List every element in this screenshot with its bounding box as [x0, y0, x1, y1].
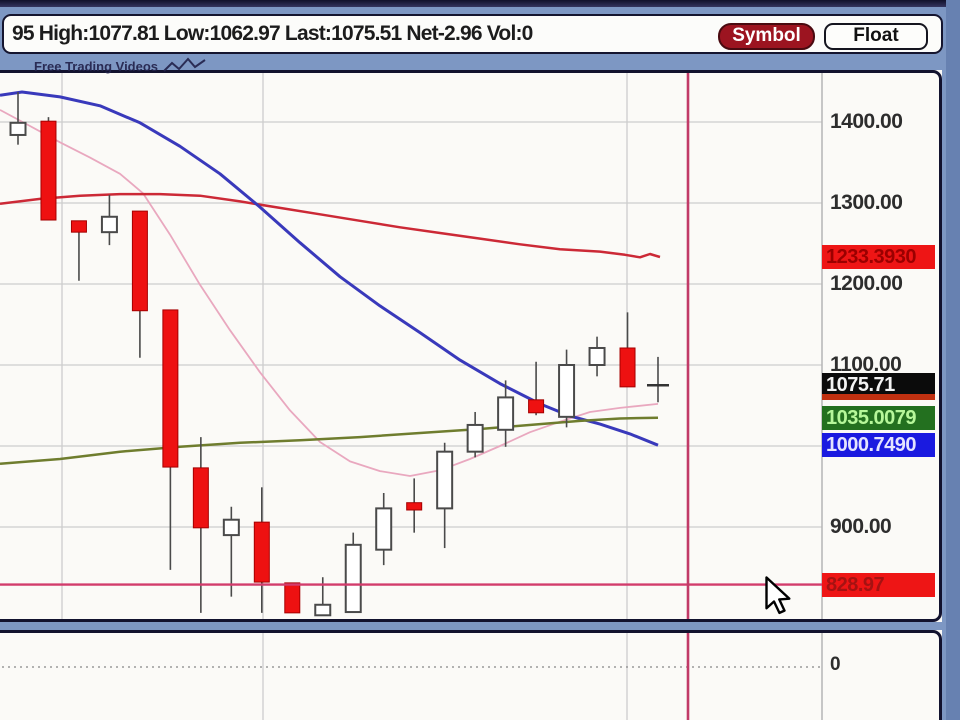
candlestick: [314, 603, 332, 617]
candlestick: [40, 120, 57, 221]
candlestick: [131, 210, 148, 312]
candlestick: [436, 450, 454, 510]
candlestick: [70, 220, 87, 233]
candlestick: [619, 347, 636, 388]
watermark-zigzag-icon: [163, 57, 206, 72]
candlestick: [588, 346, 606, 366]
watermark: Free Trading Videos: [34, 56, 208, 76]
ma-pink-line: [0, 109, 659, 477]
price-tick-label: 1200.00: [830, 272, 903, 295]
price-badge: 1000.7490: [822, 433, 935, 458]
bottom-panel-svg[interactable]: [0, 630, 942, 720]
candlestick: [497, 396, 515, 431]
candlestick: [100, 215, 118, 234]
price-tick-label: 1400.00: [830, 110, 903, 133]
candlestick: [222, 518, 240, 537]
ma-red-line: [0, 192, 661, 259]
price-badge: 1035.0079: [822, 405, 935, 430]
candlestick: [375, 507, 393, 551]
symbol-button[interactable]: Symbol: [718, 23, 815, 50]
candlestick: [9, 121, 27, 136]
right-edge-shade: [946, 0, 960, 720]
mouse-cursor-icon: [765, 576, 791, 615]
bottom-panel: 0: [0, 630, 942, 720]
candlestick: [406, 502, 423, 511]
price-tick-label: 1300.00: [830, 191, 903, 214]
watermark-text: Free Trading Videos: [34, 58, 159, 74]
volume-zero-label: 0: [830, 654, 841, 675]
quote-text: 95 High:1077.81 Low:1062.97 Last:1075.51…: [12, 22, 533, 45]
chart-svg[interactable]: [0, 70, 942, 622]
candlestick: [528, 399, 545, 414]
float-button[interactable]: Float: [824, 23, 928, 50]
price-badge: 1233.3930: [822, 244, 935, 269]
ma-green-line: [0, 416, 659, 466]
price-tick-label: 900.00: [830, 515, 892, 538]
chart-panel: 1400.00 1300.00 1200.00 1100.00 900.00 1233.3…: [0, 70, 942, 622]
candlestick: [192, 467, 209, 529]
price-badge: [822, 394, 935, 401]
price-badge: 1075.71: [822, 372, 935, 397]
candlestick: [162, 309, 179, 468]
top-strip: [0, 0, 960, 7]
candlestick: [344, 543, 362, 614]
candlestick: [466, 423, 484, 453]
price-tick-label: 1100.00: [830, 353, 902, 376]
candlestick: [558, 364, 576, 418]
candlestick: [284, 582, 301, 614]
price-badge: 828.97: [822, 572, 935, 597]
quote-bar: 95 High:1077.81 Low:1062.97 Last:1075.51…: [2, 14, 943, 54]
candlestick: [253, 521, 270, 583]
